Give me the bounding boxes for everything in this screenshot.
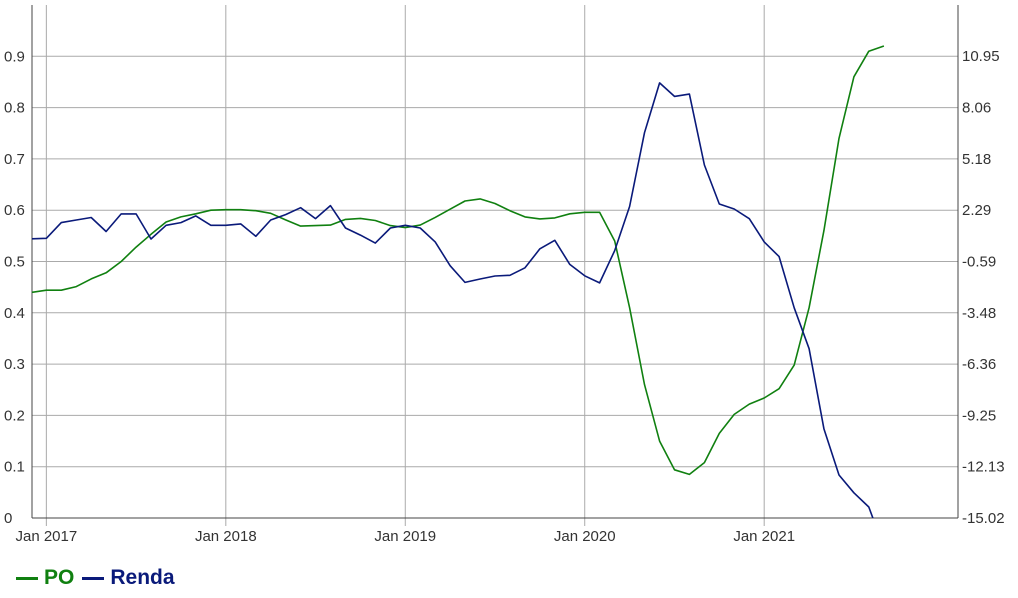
left-axis-ticks: 0 0.1 0.2 0.3 0.4 0.5 0.6 0.7 0.8 0.9: [4, 48, 25, 527]
right-tick-label: -15.02: [962, 510, 1005, 527]
axes: [31, 5, 959, 519]
grid: [32, 5, 958, 526]
right-tick-label: 5.18: [962, 151, 991, 168]
left-tick-label: 0: [4, 510, 12, 527]
left-tick-label: 0.2: [4, 407, 25, 424]
series-line-po: [32, 45, 885, 476]
legend: PO Renda: [16, 566, 183, 590]
x-tick-label: Jan 2020: [554, 528, 616, 545]
right-tick-label: -3.48: [962, 305, 996, 322]
right-tick-label: 8.06: [962, 100, 991, 117]
left-tick-label: 0.1: [4, 459, 25, 476]
left-tick-label: 0.6: [4, 202, 25, 219]
left-tick-label: 0.4: [4, 305, 25, 322]
right-tick-label: 10.95: [962, 48, 1000, 65]
series-line-renda: [32, 82, 874, 518]
legend-swatch-renda: [82, 576, 105, 580]
legend-label-po: PO: [44, 566, 75, 589]
legend-item-renda[interactable]: Renda: [82, 566, 175, 590]
x-tick-label: Jan 2017: [15, 528, 77, 545]
x-tick-label: Jan 2018: [195, 528, 257, 545]
x-tick-label: Jan 2021: [733, 528, 795, 545]
left-tick-label: 0.8: [4, 100, 25, 117]
right-tick-label: -9.25: [962, 407, 996, 424]
left-tick-label: 0.9: [4, 48, 25, 65]
left-tick-label: 0.5: [4, 254, 25, 271]
left-tick-label: 0.7: [4, 151, 25, 168]
x-tick-label: Jan 2019: [374, 528, 436, 545]
legend-item-po[interactable]: PO: [16, 566, 74, 590]
legend-label-renda: Renda: [110, 566, 175, 589]
legend-swatch-po: [16, 576, 38, 580]
right-tick-label: -0.59: [962, 253, 996, 270]
right-tick-label: -6.36: [962, 356, 996, 373]
x-axis-ticks: Jan 2017 Jan 2018 Jan 2019 Jan 2020 Jan 2021: [15, 528, 795, 545]
right-axis-ticks: -15.02 -12.13 -9.25 -6.36 -3.48 -0.59 2.29 5.18…: [962, 48, 1005, 527]
right-tick-label: 2.29: [962, 202, 991, 219]
series-lines: [32, 45, 885, 518]
right-tick-label: -12.13: [962, 459, 1005, 476]
left-tick-label: 0.3: [4, 356, 25, 373]
